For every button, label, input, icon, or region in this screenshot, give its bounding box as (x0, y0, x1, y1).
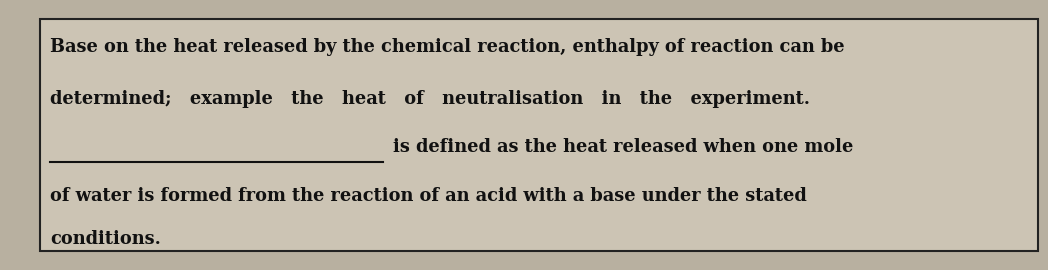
Text: determined;   example   the   heat   of   neutralisation   in   the   experiment: determined; example the heat of neutrali… (50, 90, 810, 107)
FancyBboxPatch shape (40, 19, 1038, 251)
Text: conditions.: conditions. (50, 230, 161, 248)
Text: of water is formed from the reaction of an acid with a base under the stated: of water is formed from the reaction of … (50, 187, 807, 205)
Text: Base on the heat released by the chemical reaction, enthalpy of reaction can be: Base on the heat released by the chemica… (50, 38, 845, 56)
Text: is defined as the heat released when one mole: is defined as the heat released when one… (393, 138, 853, 156)
